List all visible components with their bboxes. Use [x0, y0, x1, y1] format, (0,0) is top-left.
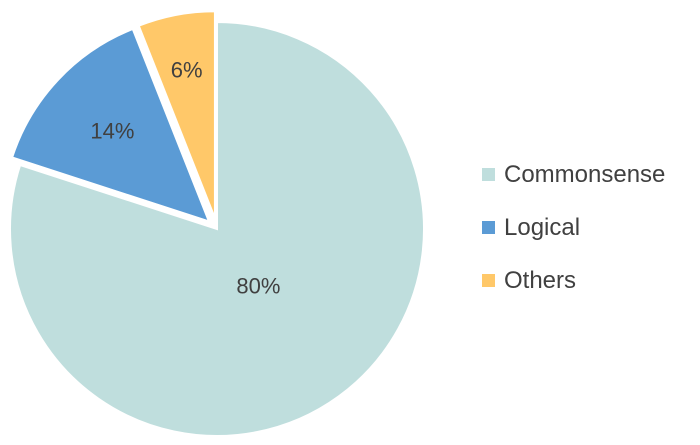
legend-label-others: Others	[504, 266, 577, 294]
legend-item-commonsense: Commonsense	[482, 148, 665, 201]
pie-label-others: 6%	[171, 57, 203, 82]
pie-label-commonsense: 80%	[236, 273, 280, 298]
pie-slice-commonsense	[9, 20, 425, 437]
pie-slice-others	[137, 10, 216, 219]
legend-swatch-others	[482, 274, 495, 287]
legend-label-commonsense: Commonsense	[504, 160, 666, 188]
legend-label-logical: Logical	[504, 213, 581, 241]
legend-item-logical: Logical	[482, 201, 665, 254]
legend-item-others: Others	[482, 254, 665, 307]
legend-swatch-logical	[482, 221, 495, 234]
pie-slice-logical	[10, 27, 211, 224]
legend: Commonsense Logical Others	[482, 148, 665, 307]
pie-label-logical: 14%	[90, 118, 134, 143]
pie-slices	[9, 10, 425, 437]
pie-labels: 80% 14% 6%	[90, 57, 280, 298]
legend-swatch-commonsense	[482, 168, 495, 181]
